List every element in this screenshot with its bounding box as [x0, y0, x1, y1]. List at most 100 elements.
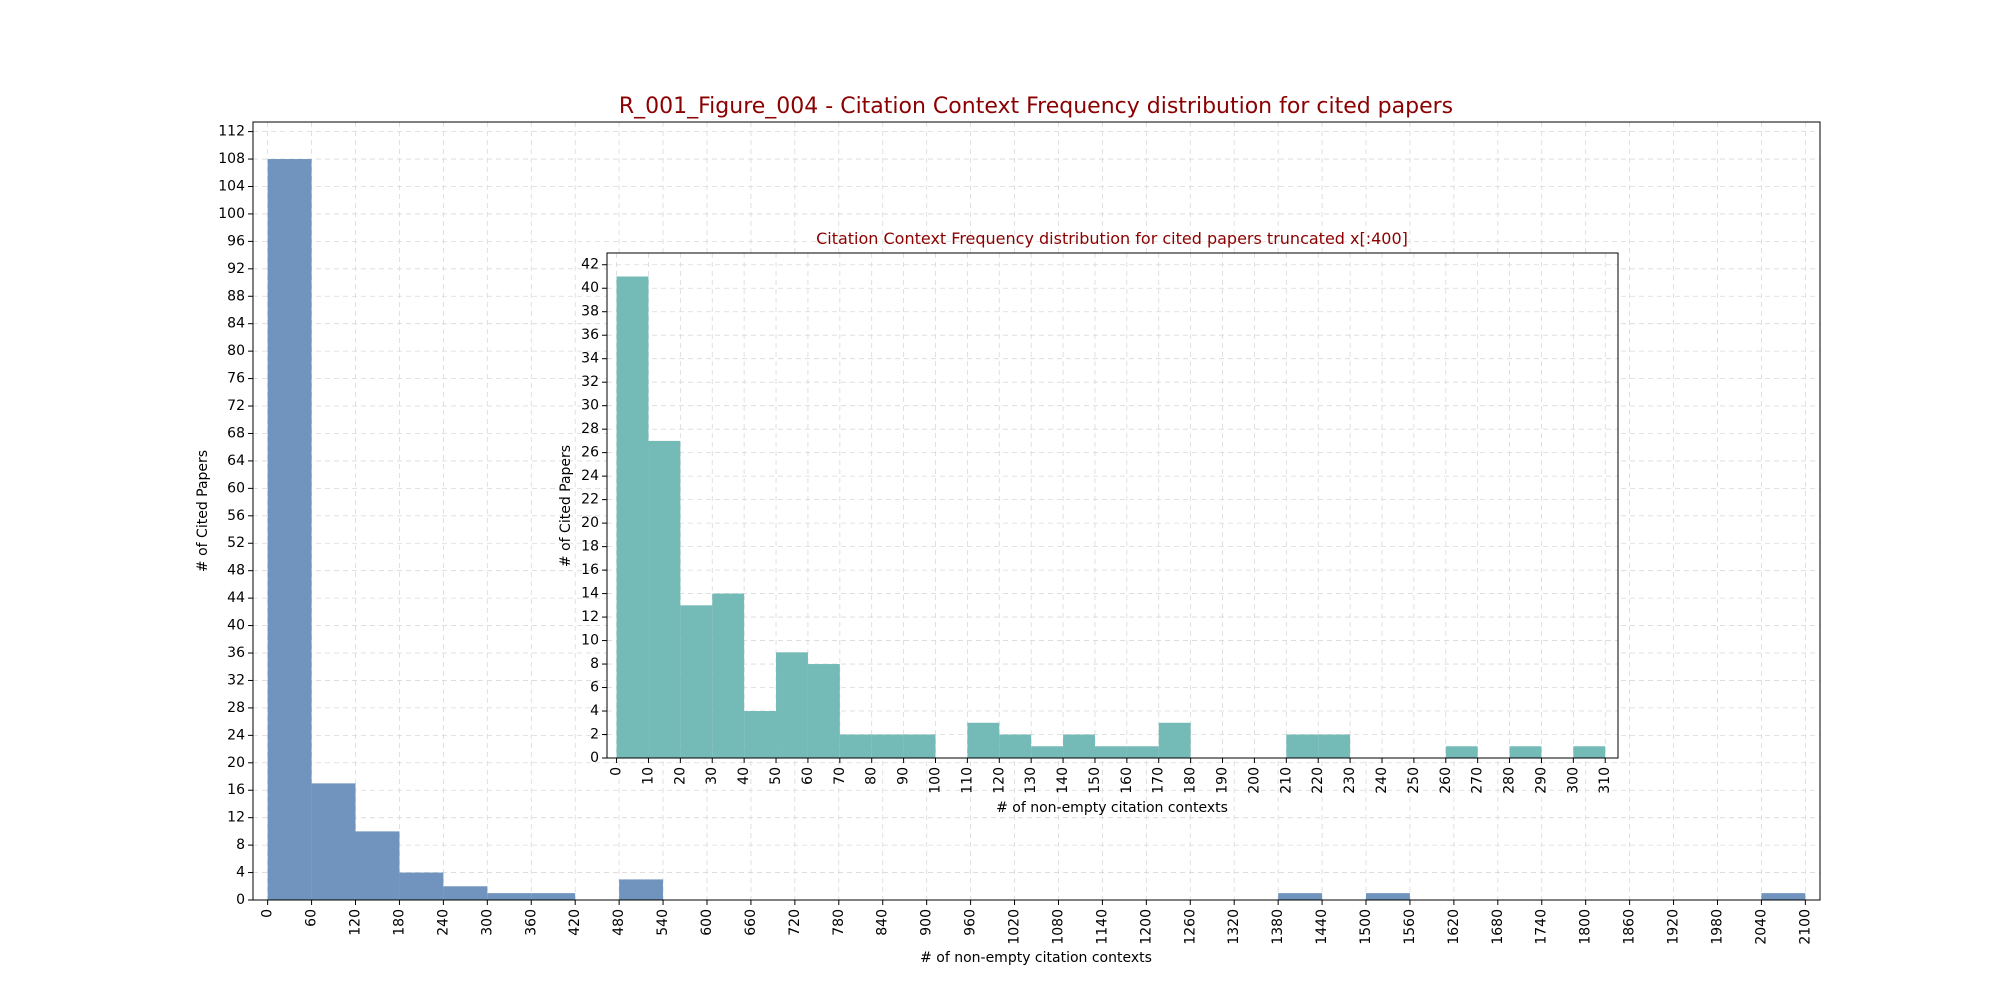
inset-bar — [1509, 746, 1542, 758]
main-bar — [399, 872, 444, 900]
main-y-tick-label: 4 — [236, 865, 245, 881]
inset-y-tick-label: 32 — [581, 374, 599, 390]
inset-plot-frame — [606, 252, 1619, 759]
main-x-tick-label: 1680 — [1490, 909, 1506, 945]
main-chart-title: R_001_Figure_004 - Citation Context Freq… — [619, 94, 1453, 119]
main-x-tick-label: 60 — [304, 909, 320, 927]
inset-bar — [807, 664, 840, 758]
main-y-tick-label: 8 — [236, 837, 245, 853]
inset-x-ticks: 0 10 20 30 40 50 60 70 80 90 100 110 120 130 140 150 160… — [609, 758, 1613, 794]
main-x-ticks: 0 60 120 180 240 300 360 420 480 540 600 660 720 780 8… — [260, 900, 1813, 945]
inset-x-tick-label: 40 — [736, 767, 752, 785]
inset-x-tick-label: 120 — [991, 767, 1007, 794]
main-y-tick-label: 20 — [227, 755, 245, 771]
inset-bars — [616, 276, 1606, 758]
main-x-tick-label: 300 — [479, 909, 495, 936]
main-y-tick-label: 16 — [227, 782, 245, 798]
inset-x-tick-label: 290 — [1533, 767, 1549, 794]
inset-x-tick-label: 280 — [1502, 767, 1518, 794]
inset-y-tick-label: 22 — [581, 492, 599, 508]
main-y-tick-label: 48 — [227, 563, 245, 579]
main-bar — [1761, 893, 1806, 900]
main-bar — [311, 783, 356, 900]
main-x-tick-label: 1800 — [1578, 909, 1594, 945]
inset-x-tick-label: 200 — [1246, 767, 1262, 794]
main-y-tick-label: 0 — [236, 892, 245, 908]
inset-x-tick-label: 100 — [927, 767, 943, 794]
main-bar — [1278, 893, 1323, 900]
main-x-tick-label: 600 — [699, 909, 715, 936]
inset-y-tick-label: 0 — [590, 750, 599, 766]
inset-x-tick-label: 70 — [832, 767, 848, 785]
inset-bar — [1126, 746, 1159, 758]
inset-x-tick-label: 270 — [1470, 767, 1486, 794]
inset-bar — [1031, 746, 1064, 758]
main-x-tick-label: 0 — [260, 909, 276, 918]
main-y-tick-label: 72 — [227, 398, 245, 414]
main-y-tick-label: 96 — [227, 233, 245, 249]
main-bar — [1366, 893, 1410, 900]
inset-x-tick-label: 220 — [1310, 767, 1326, 794]
main-y-tick-label: 44 — [227, 590, 245, 606]
inset-bar — [744, 711, 777, 758]
inset-y-tick-label: 18 — [581, 539, 599, 555]
inset-x-tick-label: 160 — [1119, 767, 1135, 794]
main-bar — [443, 886, 488, 900]
inset-x-tick-label: 150 — [1087, 767, 1103, 794]
inset-x-tick-label: 60 — [800, 767, 816, 785]
inset-y-tick-label: 24 — [581, 468, 599, 484]
inset-bar — [648, 440, 681, 758]
main-bar — [487, 893, 532, 900]
inset-bar — [616, 276, 649, 758]
inset-y-tick-label: 26 — [581, 445, 599, 461]
inset-y-tick-label: 10 — [581, 633, 599, 649]
main-y-axis-label: # of Cited Papers — [195, 450, 211, 572]
inset-y-tick-label: 36 — [581, 327, 599, 343]
inset-y-tick-label: 14 — [581, 586, 599, 602]
inset-x-tick-label: 260 — [1438, 767, 1454, 794]
inset-x-tick-label: 50 — [768, 767, 784, 785]
main-y-tick-label: 88 — [227, 288, 245, 304]
main-x-tick-label: 420 — [567, 909, 583, 936]
inset-x-tick-label: 90 — [896, 767, 912, 785]
inset-x-tick-label: 10 — [640, 767, 656, 785]
inset-x-tick-label: 310 — [1597, 767, 1613, 794]
main-y-tick-label: 84 — [227, 316, 245, 332]
inset-x-tick-label: 250 — [1406, 767, 1422, 794]
main-x-tick-label: 1440 — [1314, 909, 1330, 945]
main-bar — [267, 159, 312, 901]
main-y-tick-label: 28 — [227, 700, 245, 716]
inset-x-axis-label: # of non-empty citation contexts — [996, 800, 1228, 816]
main-x-tick-label: 180 — [391, 909, 407, 936]
main-y-tick-label: 64 — [227, 453, 245, 469]
main-x-tick-label: 1080 — [1050, 909, 1066, 945]
inset-histogram: 0 10 20 30 40 50 60 70 80 90 100 110 120 130 140 150 160… — [558, 229, 1619, 816]
main-x-tick-label: 720 — [787, 909, 803, 936]
inset-y-axis-label: # of Cited Papers — [558, 445, 574, 567]
inset-bar — [1286, 734, 1319, 758]
inset-bar — [1573, 746, 1606, 758]
inset-y-tick-label: 30 — [581, 398, 599, 414]
main-y-tick-label: 68 — [227, 425, 245, 441]
main-x-tick-label: 1980 — [1709, 909, 1725, 945]
inset-y-tick-label: 20 — [581, 515, 599, 531]
main-y-tick-label: 60 — [227, 480, 245, 496]
main-y-tick-label: 104 — [218, 178, 245, 194]
inset-bar — [1094, 746, 1127, 758]
main-y-tick-label: 40 — [227, 618, 245, 634]
inset-y-tick-label: 28 — [581, 421, 599, 437]
main-x-tick-label: 1500 — [1358, 909, 1374, 945]
inset-x-tick-label: 190 — [1215, 767, 1231, 794]
main-bars — [267, 159, 1806, 901]
main-x-tick-label: 1860 — [1622, 909, 1638, 945]
inset-bar — [1445, 746, 1478, 758]
inset-bar — [1063, 734, 1095, 758]
main-y-tick-label: 32 — [227, 672, 245, 688]
main-y-tick-label: 80 — [227, 343, 245, 359]
main-x-tick-label: 1380 — [1270, 909, 1286, 945]
main-bar — [531, 893, 576, 900]
inset-x-tick-label: 0 — [609, 767, 625, 776]
main-x-tick-label: 900 — [919, 909, 935, 936]
inset-bar — [1158, 722, 1191, 758]
inset-bar — [776, 652, 808, 758]
